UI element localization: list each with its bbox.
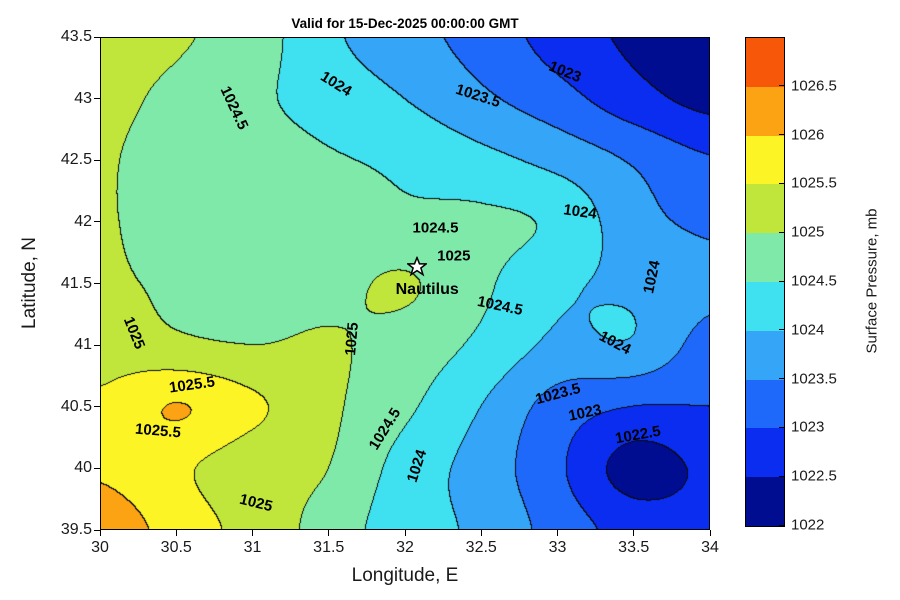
colorbar-tick-mark bbox=[779, 426, 784, 428]
x-tick-label: 32 bbox=[396, 539, 414, 556]
colorbar-tick-label: 1026.5 bbox=[791, 77, 837, 95]
colorbar-tick-label: 1026 bbox=[791, 126, 825, 144]
x-tick-label: 31 bbox=[243, 539, 262, 556]
x-tick-mark bbox=[175, 530, 177, 536]
colorbar-tick-mark bbox=[779, 231, 784, 233]
colorbar-segment bbox=[746, 477, 784, 526]
y-tick-label: 42.5 bbox=[60, 151, 92, 169]
colorbar-tick-label: 1024 bbox=[791, 321, 825, 339]
y-tick-mark bbox=[94, 283, 100, 284]
y-tick-label: 40 bbox=[74, 459, 92, 477]
colorbar-tick-mark bbox=[779, 329, 784, 331]
x-tick-label: 33.5 bbox=[618, 539, 650, 556]
colorbar-tick-label: 1022 bbox=[791, 516, 825, 534]
x-tick-label: 31.5 bbox=[313, 539, 345, 556]
colorbar bbox=[745, 37, 785, 527]
x-tick-label: 32.5 bbox=[465, 539, 497, 556]
colorbar-segment bbox=[746, 281, 784, 331]
colorbar-segment bbox=[746, 330, 784, 380]
y-tick-label: 42 bbox=[74, 212, 92, 230]
y-tick-mark bbox=[94, 344, 100, 346]
y-tick-mark bbox=[94, 467, 100, 469]
colorbar-tick-label: 1023.5 bbox=[791, 370, 837, 388]
colorbar-tick-mark bbox=[779, 475, 784, 477]
y-tick-label: 39.5 bbox=[60, 521, 92, 538]
station-star-icon bbox=[405, 255, 429, 277]
colorbar-tick-label: 1024.5 bbox=[791, 272, 837, 290]
y-tick-mark bbox=[94, 406, 100, 408]
y-tick-label: 41 bbox=[74, 336, 92, 354]
colorbar-tick-mark bbox=[779, 85, 784, 87]
y-tick-mark bbox=[94, 36, 100, 38]
colorbar-segment bbox=[746, 38, 784, 87]
colorbar-tick-label: 1025.5 bbox=[791, 174, 837, 192]
y-tick-label: 40.5 bbox=[60, 397, 92, 415]
x-tick-mark bbox=[557, 530, 558, 536]
x-tick-label: 34 bbox=[701, 539, 719, 556]
colorbar-tick-mark bbox=[779, 182, 784, 184]
y-tick-label: 43.5 bbox=[60, 28, 92, 45]
x-tick-mark bbox=[709, 530, 711, 536]
y-tick-mark bbox=[94, 221, 100, 223]
x-tick-mark bbox=[328, 530, 330, 536]
colorbar-tick-label: 1025 bbox=[791, 223, 825, 241]
colorbar-label: Surface Pressure, mb bbox=[863, 208, 881, 354]
x-tick-label: 30 bbox=[91, 539, 109, 556]
colorbar-tick-label: 1023 bbox=[791, 418, 825, 436]
colorbar-tick-mark bbox=[779, 134, 784, 136]
x-axis-label: Longitude, E bbox=[351, 565, 459, 586]
y-tick-mark bbox=[94, 529, 100, 531]
colorbar-segment bbox=[746, 184, 784, 234]
y-axis-label: Latitude, N bbox=[19, 237, 40, 329]
colorbar-tick-label: 1022.5 bbox=[791, 467, 837, 485]
x-tick-mark bbox=[252, 530, 253, 536]
colorbar-segment bbox=[746, 86, 784, 136]
colorbar-segment bbox=[746, 379, 784, 429]
colorbar-segment bbox=[746, 135, 784, 185]
y-tick-mark bbox=[94, 159, 100, 161]
colorbar-tick-mark bbox=[779, 280, 784, 282]
contour-canvas bbox=[100, 37, 710, 530]
x-tick-mark bbox=[633, 530, 635, 536]
y-tick-mark bbox=[94, 98, 100, 100]
station-name-label: Nautilus bbox=[395, 280, 459, 298]
colorbar-tick-mark bbox=[779, 378, 784, 380]
colorbar-segment bbox=[746, 428, 784, 478]
colorbar-tick-mark bbox=[779, 524, 784, 526]
x-tick-mark bbox=[404, 530, 406, 536]
station-marker bbox=[405, 255, 429, 281]
x-tick-label: 30.5 bbox=[160, 539, 192, 556]
x-tick-mark bbox=[99, 530, 101, 536]
colorbar-segment bbox=[746, 233, 784, 282]
chart-title: Valid for 15-Dec-2025 00:00:00 GMT bbox=[291, 16, 519, 31]
x-tick-label: 33 bbox=[548, 539, 567, 556]
y-tick-label: 41.5 bbox=[60, 274, 92, 292]
y-tick-label: 43 bbox=[74, 89, 92, 107]
x-tick-mark bbox=[480, 530, 482, 536]
